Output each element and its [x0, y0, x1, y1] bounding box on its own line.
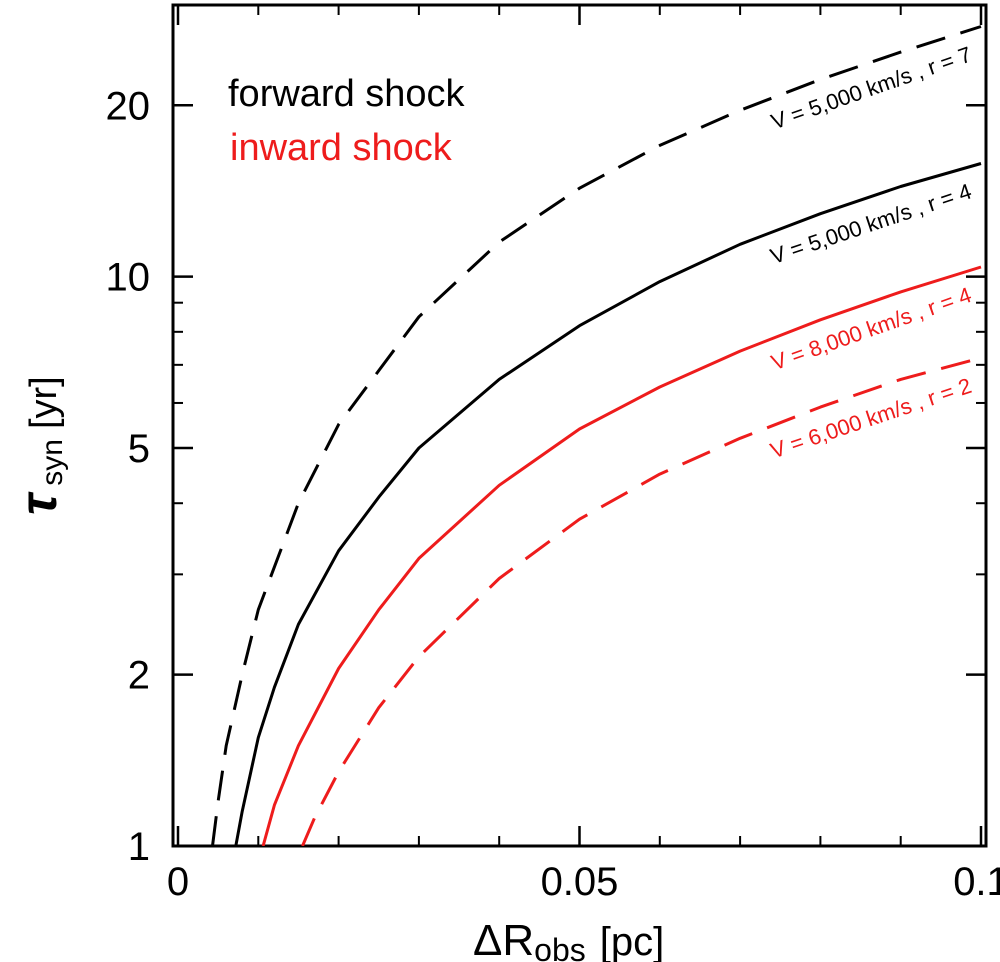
plot-frame — [171, 3, 988, 848]
y-tick-label: 20 — [106, 84, 151, 128]
legend-entry-inward-shock: inward shock — [230, 127, 453, 169]
series-line-4 — [301, 356, 982, 846]
legend-entry-forward-shock: forward shock — [228, 73, 466, 115]
x-tick-label: 0.05 — [541, 860, 619, 904]
x-tick-label: 0.1 — [953, 860, 1000, 904]
series-line-1 — [211, 25, 982, 846]
series-line-2 — [234, 162, 982, 846]
y-tick-label: 1 — [128, 825, 150, 869]
series-line-3 — [261, 265, 982, 846]
major-ticks: 0 0.05 0.1 1 2 5 10 20 — [106, 5, 1000, 904]
y-tick-label: 5 — [128, 427, 150, 471]
series-layer — [211, 25, 982, 846]
y-tick-label: 2 — [128, 654, 150, 698]
y-tick-label: 10 — [106, 256, 151, 300]
y-axis-title: τsyn[yr] — [10, 376, 69, 515]
x-tick-label: 0 — [167, 860, 189, 904]
x-axis-title: ΔRobs [pc] — [473, 916, 664, 962]
legend: forward shock inward shock — [228, 73, 466, 169]
